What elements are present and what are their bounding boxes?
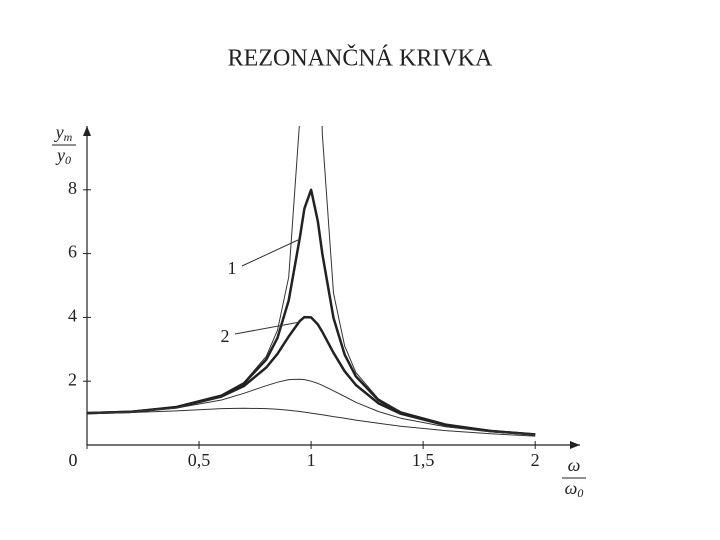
symbol: ω: [568, 455, 581, 475]
y-tick-label: 6: [68, 242, 77, 262]
axis-label-denominator: y0: [55, 145, 71, 167]
chart-title: REZONANČNÁ KRIVKA: [228, 45, 493, 72]
subscript: 0: [577, 486, 583, 500]
x-tick-label: 1: [307, 450, 316, 470]
curve: [87, 407, 536, 437]
symbol: ω: [565, 478, 578, 498]
subscript: m: [64, 130, 73, 144]
symbol: y: [55, 145, 65, 165]
leader-line: [234, 321, 301, 335]
annotation: 1: [228, 258, 237, 278]
subscript: 0: [65, 153, 71, 167]
x-tick-label: 1,5: [412, 450, 435, 470]
y-tick-label: 2: [68, 369, 77, 389]
curve: [87, 315, 536, 436]
x-arrow: [570, 441, 580, 449]
axis-label-numerator: ω: [568, 455, 581, 475]
axis-label-numerator: ym: [54, 122, 73, 144]
curve: [87, 378, 536, 436]
annotation: 2: [221, 326, 230, 346]
curve: [87, 188, 536, 436]
symbol: y: [54, 122, 64, 142]
x-tick-label: 2: [531, 450, 540, 470]
y-tick-label: 4: [68, 306, 77, 326]
axis-label-denominator: ω0: [565, 478, 584, 500]
y-arrow: [83, 126, 91, 136]
x-tick-label: 0,5: [188, 450, 211, 470]
plot-area: [87, 126, 536, 437]
y-tick-label: 8: [68, 178, 77, 198]
x-tick-label: 0: [69, 450, 78, 470]
leader-line: [241, 239, 299, 267]
